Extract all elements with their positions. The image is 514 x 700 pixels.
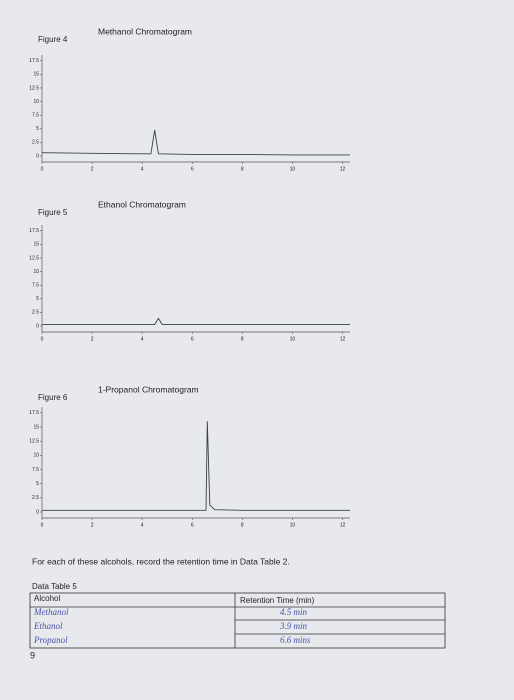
page-number: 9 — [30, 650, 35, 660]
chart-title: Methanol Chromatogram — [98, 26, 192, 36]
x-tick-label: 6 — [191, 522, 194, 528]
x-tick-label: 0 — [41, 166, 44, 172]
y-tick-label: 5 — [36, 126, 39, 132]
y-tick-label: 15 — [33, 242, 39, 248]
x-tick-label: 2 — [91, 336, 94, 342]
figure-label: Figure 5 — [38, 208, 68, 217]
y-tick-label: 10 — [33, 269, 39, 275]
y-tick-label: 17.5 — [29, 228, 39, 234]
y-tick-label: 5 — [36, 296, 39, 302]
y-tick-label: 12.5 — [29, 85, 39, 91]
table-border — [29, 592, 446, 649]
x-tick-label: 0 — [41, 522, 44, 528]
x-tick-label: 2 — [91, 166, 94, 172]
handwritten-cell: Propanol — [33, 635, 68, 645]
x-tick-label: 6 — [191, 166, 194, 172]
chart-title: Ethanol Chromatogram — [98, 199, 186, 209]
y-tick-label: 0 — [36, 323, 39, 329]
x-tick-label: 12 — [340, 166, 346, 172]
handwritten-cell: Methanol — [33, 607, 69, 617]
table — [29, 592, 446, 649]
y-tick-label: 12.5 — [29, 438, 39, 444]
y-tick-label: 15 — [33, 72, 39, 78]
x-tick-label: 10 — [290, 166, 296, 172]
y-tick-label: 15 — [33, 424, 39, 430]
handwritten-cell: 6.6 mins — [280, 635, 311, 645]
y-tick-label: 5 — [36, 481, 39, 487]
y-tick-label: 2.5 — [32, 140, 39, 146]
handwritten-cell: 4.5 min — [280, 607, 308, 617]
handwritten-cell: 3.9 min — [279, 621, 308, 631]
chromatogram-line — [41, 129, 350, 156]
x-tick-label: 4 — [141, 336, 144, 342]
y-tick-label: 0 — [36, 153, 39, 159]
x-tick-label: 2 — [91, 522, 94, 528]
instruction: For each of these alcohols, record the r… — [32, 556, 290, 566]
y-tick-label: 7.5 — [32, 282, 39, 288]
chart-title: 1-Propanol Chromatogram — [98, 384, 199, 394]
handwritten-cell: Ethanol — [33, 621, 63, 631]
x-tick-label: 4 — [141, 166, 144, 172]
y-tick-label: 10 — [33, 99, 39, 105]
y-tick-label: 12.5 — [29, 255, 39, 261]
x-tick-label: 10 — [290, 522, 296, 528]
y-tick-label: 17.5 — [29, 58, 39, 64]
figure-label: Figure 4 — [38, 35, 68, 44]
x-tick-label: 10 — [290, 336, 296, 342]
y-tick-label: 7.5 — [32, 112, 39, 118]
table-header: Alcohol — [34, 594, 60, 603]
table-caption: Data Table 5 — [32, 582, 77, 591]
chromatogram-line — [42, 421, 350, 511]
x-tick-label: 0 — [41, 336, 44, 342]
x-tick-label: 8 — [241, 336, 244, 342]
x-tick-label: 4 — [141, 522, 144, 528]
chromatogram-line — [42, 317, 350, 325]
y-tick-label: 2.5 — [32, 310, 39, 316]
table-header: Retention Time (min) — [240, 596, 315, 605]
x-tick-label: 12 — [340, 336, 346, 342]
x-tick-label: 8 — [241, 522, 244, 528]
y-tick-label: 17.5 — [29, 410, 39, 416]
y-tick-label: 7.5 — [32, 467, 39, 473]
x-tick-label: 6 — [191, 336, 194, 342]
x-tick-label: 12 — [340, 522, 346, 528]
y-tick-label: 0 — [36, 509, 39, 515]
x-tick-label: 8 — [241, 166, 244, 172]
y-tick-label: 2.5 — [32, 495, 39, 501]
figure-label: Figure 6 — [38, 393, 68, 402]
y-tick-label: 10 — [33, 453, 39, 459]
